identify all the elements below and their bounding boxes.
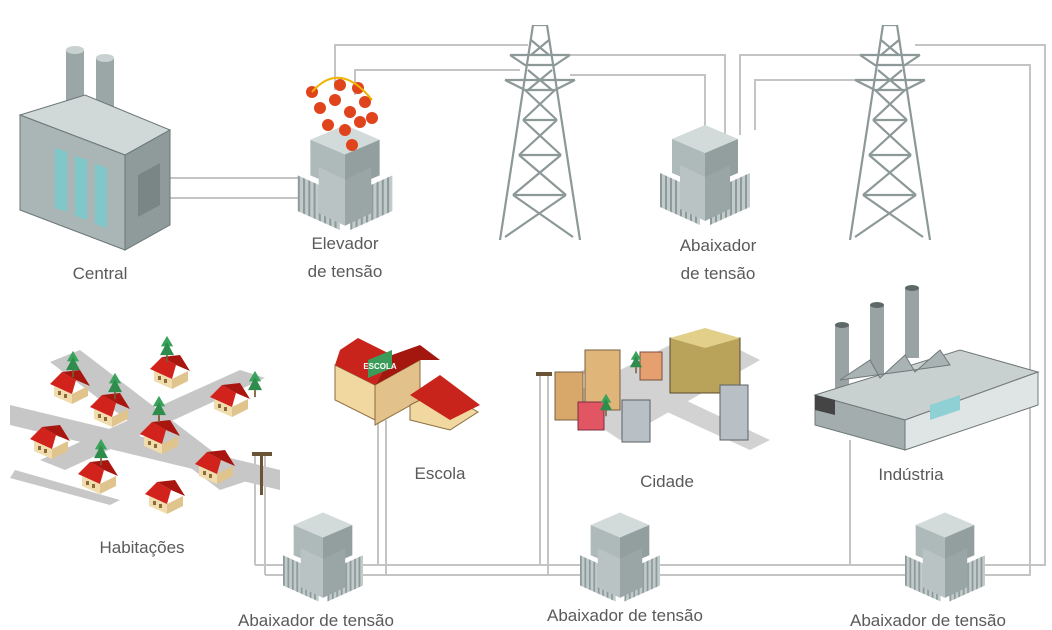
power-plant: [20, 46, 170, 250]
label: Escola: [414, 464, 466, 483]
energy-diagram: ESCOLA Central Elevador de tensão Abaixa…: [0, 0, 1052, 630]
transmission-tower: [500, 25, 580, 240]
label: Central: [73, 264, 128, 283]
label: Indústria: [878, 465, 944, 484]
label: de tensão: [308, 262, 383, 281]
transmission-tower: [850, 25, 930, 240]
school-sign: ESCOLA: [363, 362, 397, 371]
city: [536, 328, 770, 450]
school: ESCOLA: [335, 338, 480, 430]
label: Abaixador de tensão: [547, 606, 703, 625]
step-down-transformer: [283, 513, 363, 602]
step-down-transformer: [580, 513, 660, 602]
label: Abaixador: [680, 236, 757, 255]
houses: [10, 336, 280, 514]
step-up-transformer: [298, 78, 393, 230]
factory: [815, 285, 1038, 450]
label: de tensão: [681, 264, 756, 283]
step-down-transformer: [660, 125, 750, 225]
step-down-transformer: [905, 513, 985, 602]
label: Abaixador de tensão: [238, 611, 394, 630]
label: Abaixador de tensão: [850, 611, 1006, 630]
label: Elevador: [311, 234, 378, 253]
label: Cidade: [640, 472, 694, 491]
label: Habitações: [99, 538, 184, 557]
